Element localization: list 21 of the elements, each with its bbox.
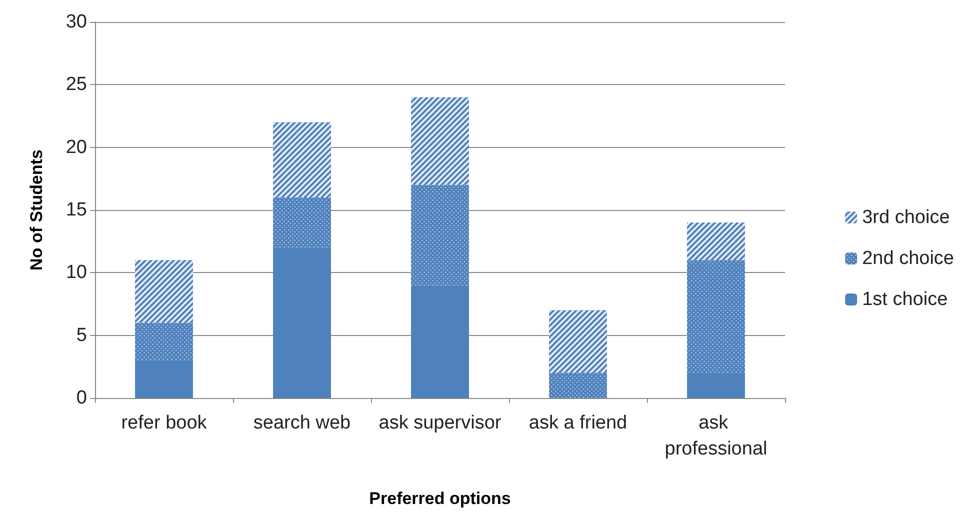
x-axis-title: Preferred options bbox=[369, 489, 511, 508]
x-tick-label: search web bbox=[253, 412, 351, 434]
y-tick-label: 10 bbox=[66, 262, 87, 284]
bar bbox=[687, 372, 745, 398]
x-tick-label: refer book bbox=[121, 412, 208, 434]
bar bbox=[135, 360, 193, 398]
legend-label: 1st choice bbox=[862, 289, 948, 310]
y-tick-label: 30 bbox=[66, 12, 87, 32]
y-tick-label: 5 bbox=[76, 324, 87, 346]
x-tick-label: ask a friend bbox=[528, 412, 628, 434]
y-tick-label: 15 bbox=[66, 200, 87, 220]
y-tick-label: 20 bbox=[66, 136, 87, 158]
legend-label: 2nd choice bbox=[862, 248, 954, 269]
legend-label: 3rd choice bbox=[862, 207, 950, 228]
x-tick-label: ask professional bbox=[664, 412, 768, 460]
y-axis-title: No of Students bbox=[27, 150, 46, 270]
x-tick-label: ask supervisor bbox=[378, 412, 502, 434]
bar bbox=[273, 248, 331, 398]
y-tick-label: 0 bbox=[76, 388, 87, 408]
bar bbox=[411, 285, 469, 398]
y-tick-label: 25 bbox=[66, 74, 87, 96]
